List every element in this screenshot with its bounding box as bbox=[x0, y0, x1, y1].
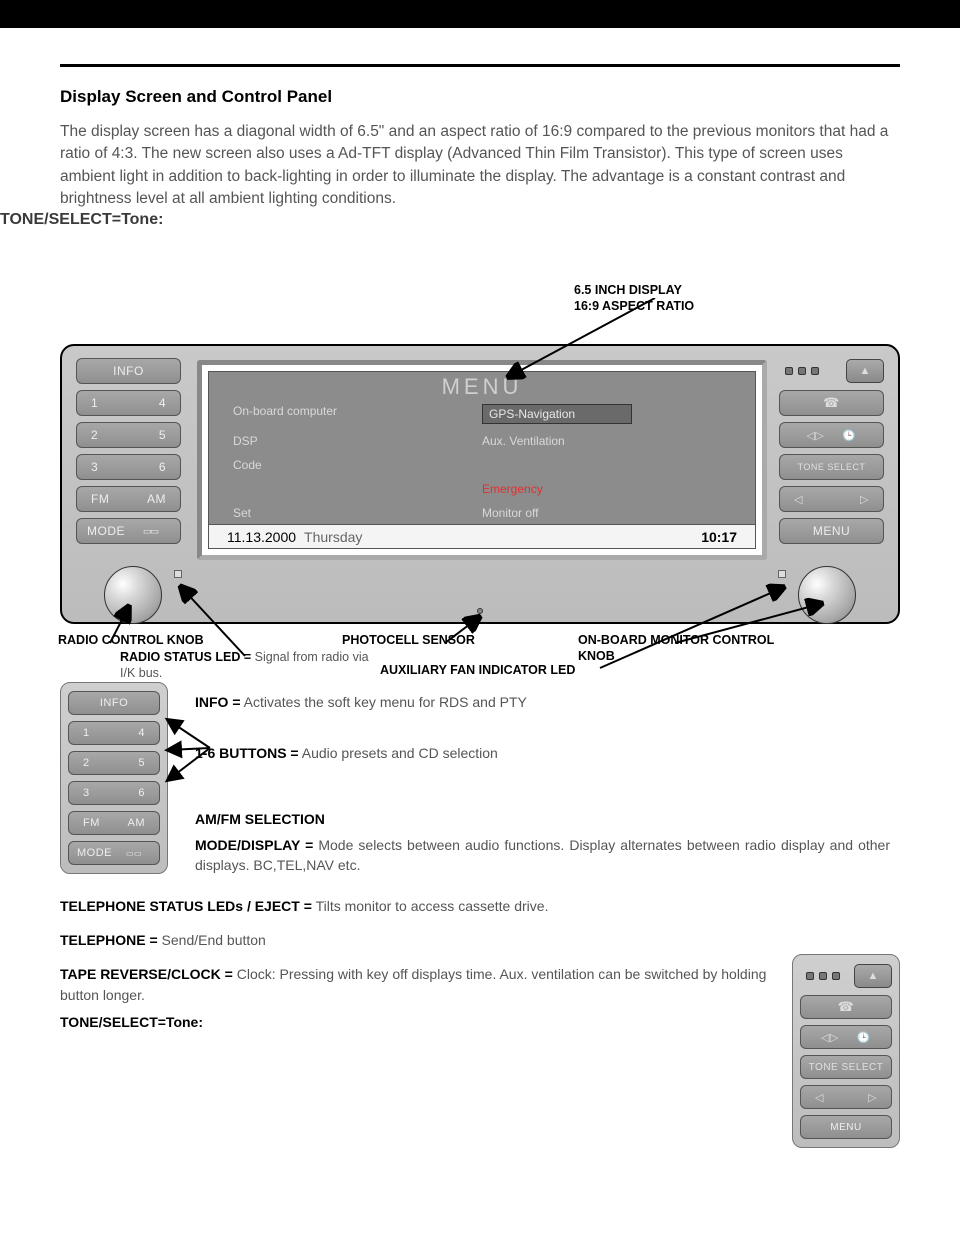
eject-button-b[interactable]: ▲ bbox=[854, 964, 892, 988]
seek-button-b[interactable]: ◁▷ bbox=[800, 1085, 892, 1109]
page-title: Display Screen and Control Panel bbox=[60, 87, 900, 107]
callout-radio-knob: RADIO CONTROL KNOB bbox=[58, 633, 204, 649]
menu-button-b[interactable]: MENU bbox=[800, 1115, 892, 1139]
info-button-2[interactable]: INFO bbox=[68, 691, 160, 715]
desc-amfm: AM/FM SELECTION bbox=[195, 810, 890, 830]
desc-1-6: 1-6 BUTTONS = Audio presets and CD selec… bbox=[195, 744, 890, 764]
desc-tone-select: TONE/SELECT=Tone: bbox=[60, 1012, 770, 1033]
desc-telephone: TELEPHONE = Send/End button bbox=[60, 930, 770, 951]
desc-tape-clock: TAPE REVERSE/CLOCK = Clock: Pressing wit… bbox=[60, 964, 770, 1006]
tape-clock-button-b[interactable]: ◁▷🕒 bbox=[800, 1025, 892, 1049]
desc-mode: MODE/DISPLAY = Mode selects between audi… bbox=[195, 836, 890, 875]
callout-aux-fan-led: AUXILIARY FAN INDICATOR LED bbox=[380, 663, 575, 679]
preset-2-5-b[interactable]: 25 bbox=[68, 751, 160, 775]
callout-radio-status-led: RADIO STATUS LED = Signal from radio via… bbox=[120, 650, 380, 681]
fm-am-button-b[interactable]: FMAM bbox=[68, 811, 160, 835]
preset-3-6-b[interactable]: 36 bbox=[68, 781, 160, 805]
intro-paragraph: The display screen has a diagonal width … bbox=[60, 121, 900, 211]
telephone-button-b[interactable] bbox=[800, 995, 892, 1019]
tone-select-button-b[interactable]: TONE SELECT bbox=[800, 1055, 892, 1079]
preset-1-4-b[interactable]: 14 bbox=[68, 721, 160, 745]
desc-info: INFO = Activates the soft key menu for R… bbox=[195, 693, 890, 713]
callout-photocell: PHOTOCELL SENSOR bbox=[342, 633, 475, 649]
callout-arrows bbox=[60, 298, 900, 678]
mode-button-b[interactable]: MODE▭▭ bbox=[68, 841, 160, 865]
top-black-bar bbox=[0, 0, 960, 28]
right-keypad-figure: ▲ ◁▷🕒 TONE SELECT ◁▷ MENU bbox=[792, 954, 900, 1148]
desc-tel-leds: TELEPHONE STATUS LEDs / EJECT = Tilts mo… bbox=[60, 896, 770, 917]
callout-obm-knob: ON-BOARD MONITOR CONTROLKNOB bbox=[578, 633, 774, 664]
